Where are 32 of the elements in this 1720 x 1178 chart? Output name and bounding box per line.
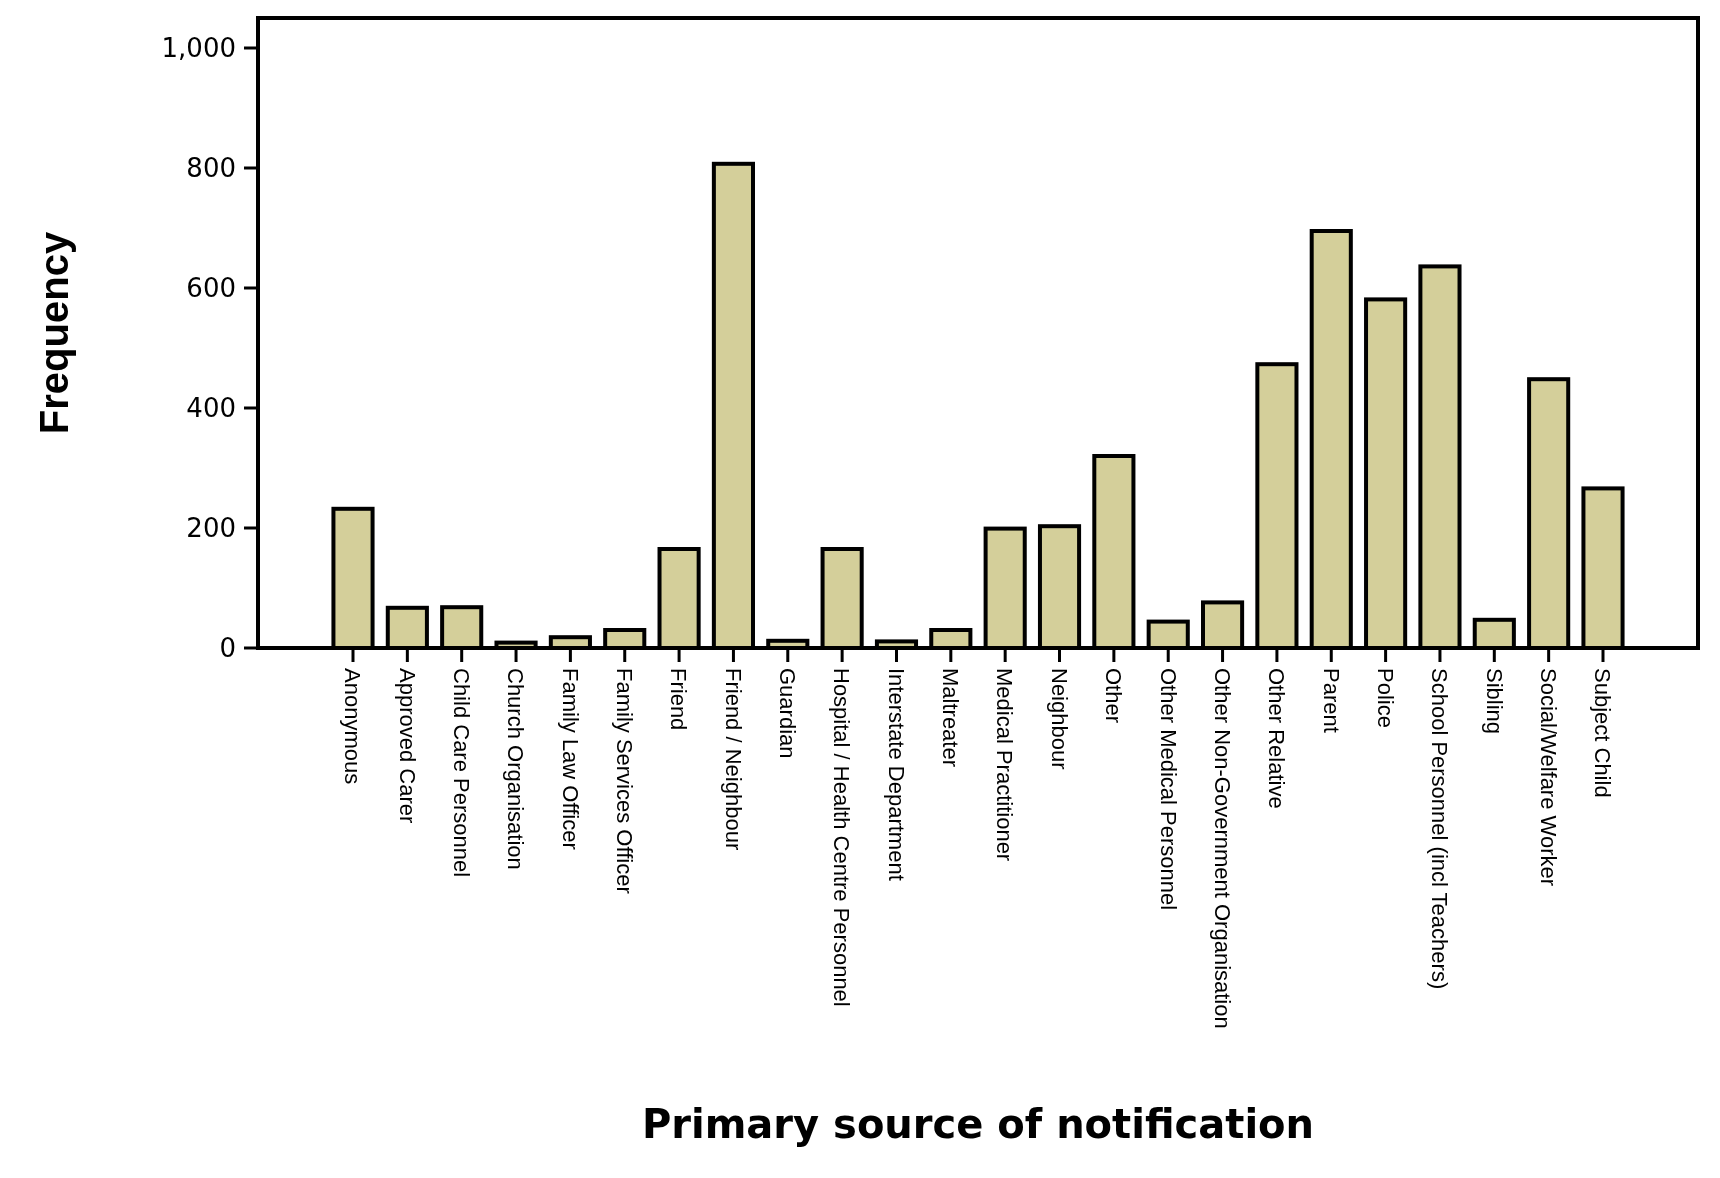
x-tick-label: Maltreater bbox=[938, 668, 964, 768]
x-tick-label: Parent bbox=[1318, 668, 1344, 733]
x-tick-label: Other Non-Government Organisation bbox=[1209, 668, 1235, 1029]
x-tick-label: Interstate Department bbox=[883, 668, 909, 881]
x-tick-label: Other bbox=[1101, 668, 1127, 724]
y-tick-label: 600 bbox=[186, 273, 236, 304]
x-tick-label: Family Services Officer bbox=[612, 668, 638, 894]
x-tick-label: Sibling bbox=[1481, 668, 1507, 735]
x-tick-label: Approved Carer bbox=[394, 668, 420, 824]
x-tick-label: Subject Child bbox=[1590, 668, 1616, 798]
x-tick-label: Other Medical Personnel bbox=[1155, 668, 1181, 911]
x-tick-label: Social/Welfare Worker bbox=[1535, 668, 1561, 887]
x-tick-label: Neighbour bbox=[1046, 668, 1072, 770]
x-axis-title: Primary source of notification bbox=[641, 1101, 1315, 1147]
x-tick-label: Child Care Personnel bbox=[449, 668, 474, 878]
y-tick-label: 800 bbox=[186, 153, 236, 184]
x-tick-label: Police bbox=[1372, 668, 1398, 728]
x-tick-label: School Personnel (incl Teachers) bbox=[1427, 668, 1453, 990]
x-tick-label: Guardian bbox=[775, 668, 801, 759]
x-tick-label: Anonymous bbox=[340, 668, 366, 785]
y-tick-label: 400 bbox=[186, 393, 236, 424]
x-tick-label: Medical Practitioner bbox=[992, 668, 1018, 862]
x-tick-label: Hospital / Health Centre Personnel bbox=[829, 668, 855, 1007]
x-tick-label: Friend / Neighbour bbox=[720, 668, 746, 851]
x-tick-label: Family Law Officer bbox=[557, 668, 583, 850]
x-tick-label: Friend bbox=[666, 668, 692, 731]
y-tick-label: 200 bbox=[186, 513, 236, 544]
y-tick-label: 0 bbox=[219, 633, 236, 664]
y-tick-label: 1,000 bbox=[161, 33, 236, 64]
x-tick-label: Other Relative bbox=[1264, 668, 1290, 809]
y-axis-title: Frequency bbox=[32, 231, 76, 435]
x-tick-label: Church Organisation bbox=[503, 668, 529, 870]
